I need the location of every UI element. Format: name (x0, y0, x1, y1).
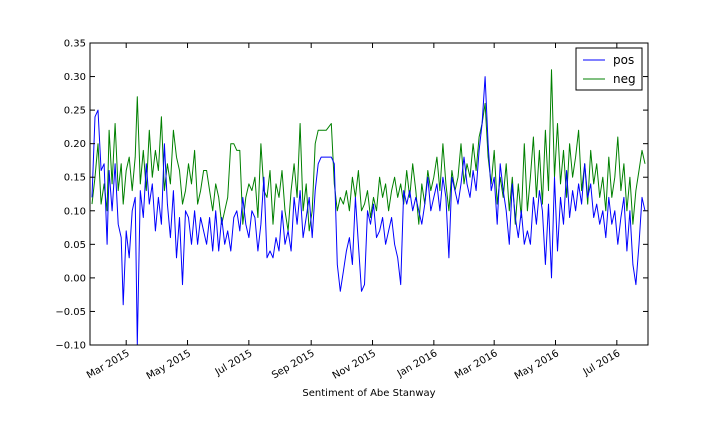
y-tick-label: 0.05 (64, 240, 86, 251)
y-tick-label: −0.05 (55, 307, 86, 318)
legend: pos neg (575, 47, 643, 91)
legend-label-neg: neg (613, 72, 636, 86)
legend-label-pos: pos (613, 53, 634, 67)
y-tick-label: 0.20 (64, 139, 86, 150)
y-axis: −0.10 −0.05 0.00 0.05 0.10 0.15 0.20 0.25 0.30 0.… (55, 39, 648, 352)
y-tick-label: 0.15 (64, 173, 86, 184)
plot-frame (89, 42, 649, 346)
x-axis-label: Sentiment of Abe Stanway (302, 388, 435, 399)
y-tick-label: 0.10 (64, 206, 86, 217)
y-tick-label: −0.10 (55, 341, 86, 352)
y-tick-label: 0.35 (64, 39, 86, 50)
series-line-pos (91, 76, 646, 345)
y-tick-label: 0.00 (64, 273, 86, 284)
legend-box (575, 47, 643, 91)
series-line-neg (91, 69, 646, 232)
series-layer (91, 69, 646, 345)
y-tick-label: 0.25 (64, 106, 86, 117)
y-tick-label: 0.30 (64, 72, 86, 83)
